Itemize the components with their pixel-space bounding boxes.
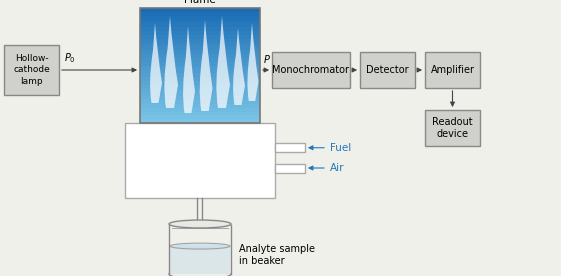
Text: Readout
device: Readout device [432,117,473,139]
Bar [170,246,230,274]
PathPatch shape [233,28,245,105]
Bar [272,52,350,88]
Bar [140,43,260,47]
Bar [140,108,260,112]
Ellipse shape [170,243,230,249]
Bar [140,69,260,74]
Bar [275,163,305,172]
Bar [4,45,59,95]
Bar [140,31,260,35]
Bar [140,50,260,54]
Bar [140,16,260,20]
PathPatch shape [164,16,178,108]
Bar [140,8,260,12]
Bar [140,85,260,89]
Bar [140,62,260,66]
PathPatch shape [150,23,162,103]
PathPatch shape [183,26,195,113]
Bar [140,23,260,28]
Text: Flame: Flame [184,0,216,5]
Text: Fuel: Fuel [330,143,351,153]
Bar [140,20,260,24]
Bar [140,112,260,116]
Ellipse shape [169,220,231,228]
Bar [140,119,260,123]
Bar [140,8,260,123]
Text: Amplifier: Amplifier [430,65,475,75]
Text: Detector: Detector [366,65,409,75]
Bar [140,96,260,100]
Bar [140,81,260,85]
PathPatch shape [247,23,259,101]
Bar [140,35,260,39]
Text: $P$: $P$ [263,53,271,65]
Text: Analyte sample
in beaker: Analyte sample in beaker [239,244,315,266]
Bar [425,110,480,146]
Bar [140,115,260,120]
PathPatch shape [200,20,213,111]
Bar [140,92,260,97]
Bar [275,143,305,152]
Bar [140,100,260,104]
Bar [140,46,260,51]
Bar [140,77,260,81]
PathPatch shape [217,16,230,108]
Text: Hollow-
cathode
lamp: Hollow- cathode lamp [13,54,50,86]
Bar [125,123,275,198]
Bar [140,58,260,62]
Bar [140,89,260,93]
Text: Air: Air [330,163,344,173]
Bar [425,52,480,88]
Bar [140,73,260,78]
Bar [140,39,260,43]
Bar [360,52,415,88]
Text: $P_0$: $P_0$ [64,51,76,65]
Bar [140,104,260,108]
Bar [140,27,260,31]
Bar [140,12,260,16]
Text: Monochromator: Monochromator [273,65,350,75]
Bar [140,65,260,70]
Bar [140,54,260,58]
